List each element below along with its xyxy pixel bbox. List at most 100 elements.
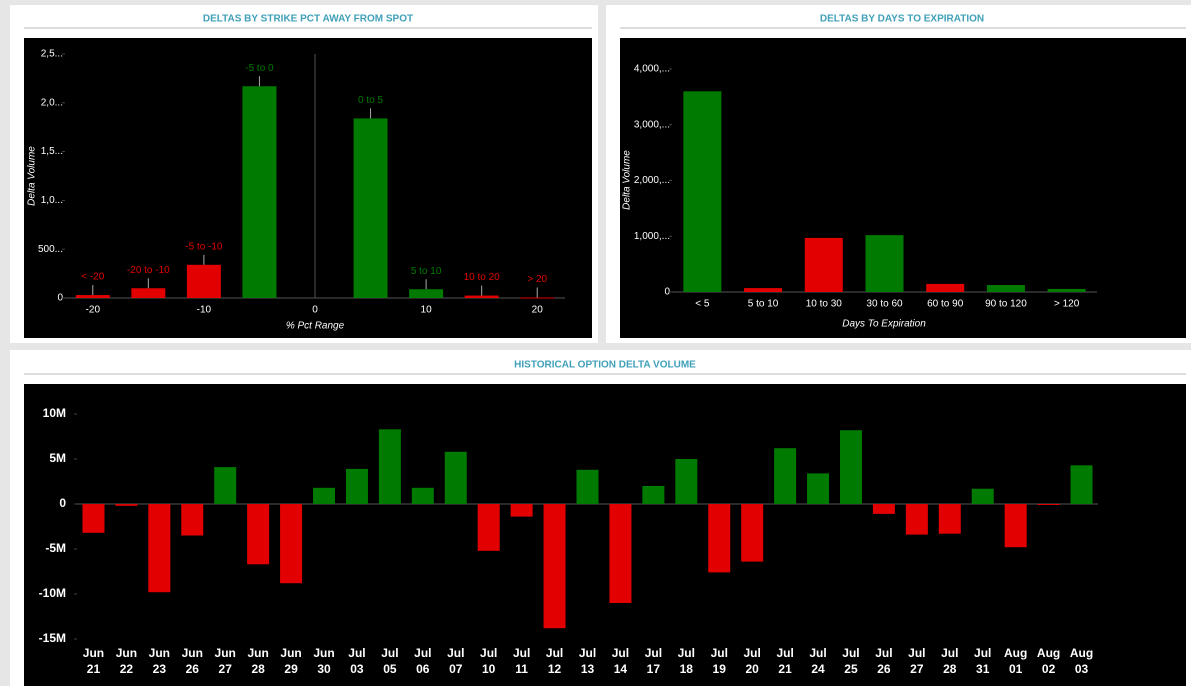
x-tick-label: > 120	[1054, 299, 1080, 310]
bar	[353, 118, 388, 298]
bar-label: < -20	[81, 272, 105, 283]
x-tick-label: 10 to 30	[806, 299, 843, 310]
bar	[708, 504, 731, 573]
x-tick-label: Jun 27	[214, 646, 236, 676]
x-tick-label: Jun 30	[313, 646, 335, 676]
bar	[477, 504, 500, 551]
bar	[807, 473, 830, 504]
bar	[905, 504, 928, 535]
x-tick-label: 90 to 120	[985, 299, 1027, 310]
bar	[148, 504, 171, 593]
x-tick-label: 0	[312, 305, 318, 316]
x-tick-label: Jul 14	[611, 646, 630, 676]
x-tick-label: 10	[421, 305, 433, 316]
x-tick-label: Jul 05	[381, 646, 399, 676]
y-axis-label: Delta Volume	[622, 150, 633, 210]
y-tick-label: 2,000,...	[634, 175, 670, 186]
bar-label: -5 to 0	[245, 63, 274, 74]
bar	[642, 486, 665, 504]
x-tick-label: Jul 20	[743, 646, 761, 676]
x-tick-label: Aug 03	[1069, 646, 1094, 676]
bar	[214, 467, 237, 504]
x-tick-label: Jul 11	[512, 646, 531, 676]
bar	[683, 91, 722, 292]
y-tick-label: 2,0...	[41, 97, 63, 108]
y-tick-label: 3,000,...	[634, 119, 670, 130]
bar	[543, 504, 566, 629]
bar	[464, 295, 499, 298]
x-tick-label: Jul 24	[809, 646, 827, 676]
x-tick-label: Jul 12	[545, 646, 564, 676]
bar	[82, 504, 105, 533]
x-tick-label: Jun 28	[247, 646, 269, 676]
x-tick-label: Aug 01	[1003, 646, 1028, 676]
bar	[345, 468, 368, 504]
bar	[675, 459, 698, 504]
x-tick-label: Jun 22	[115, 646, 138, 676]
bar	[411, 487, 434, 504]
x-tick-label: Jul 10	[480, 646, 498, 676]
bar	[609, 504, 632, 603]
y-tick-label: -10M	[39, 586, 66, 600]
chart-title: DELTAS BY DAYS TO EXPIRATION	[820, 14, 984, 25]
bar	[1004, 504, 1027, 548]
x-tick-label: 60 to 90	[927, 299, 964, 310]
bar	[313, 487, 336, 504]
y-tick-label: 4,000,...	[634, 64, 670, 75]
y-axis-label: Delta Volume	[27, 146, 38, 206]
bar	[804, 237, 843, 292]
bar	[115, 504, 138, 506]
y-tick-label: 1,5...	[41, 146, 63, 157]
bar	[247, 504, 270, 565]
x-tick-label: Jul 13	[578, 646, 597, 676]
bar-label: -20 to -10	[127, 265, 170, 276]
x-tick-label: 5 to 10	[748, 299, 779, 310]
bar	[1047, 288, 1086, 292]
x-tick-label: Jul 19	[710, 646, 728, 676]
bar	[872, 504, 895, 514]
bar	[839, 430, 862, 504]
bar	[181, 504, 204, 536]
x-tick-label: Aug 02	[1036, 646, 1061, 676]
bar	[378, 429, 401, 504]
bar-label: 5 to 10	[411, 266, 442, 277]
bar	[744, 288, 783, 292]
x-tick-label: 20	[532, 305, 544, 316]
bar	[186, 264, 221, 298]
bar-label: 0 to 5	[358, 95, 383, 106]
y-tick-label: 10M	[43, 406, 66, 420]
y-tick-label: 1,000,...	[634, 231, 670, 242]
x-tick-label: < 5	[695, 299, 710, 310]
x-tick-label: Jul 27	[908, 646, 926, 676]
plot-bg	[24, 384, 1186, 686]
y-tick-label: 5M	[49, 451, 66, 465]
x-tick-label: Jul 26	[875, 646, 893, 676]
x-tick-label: Jul 28	[941, 646, 959, 676]
y-tick-label: -5M	[45, 541, 66, 555]
x-tick-label: 30 to 60	[866, 299, 903, 310]
y-tick-label: -15M	[39, 631, 66, 645]
x-tick-label: Jul 25	[842, 646, 860, 676]
x-tick-label: -20	[86, 305, 101, 316]
bar	[774, 448, 797, 504]
bar	[986, 285, 1025, 292]
bar	[280, 504, 303, 584]
x-tick-label: Jul 06	[414, 646, 432, 676]
y-tick-label: 500...	[38, 244, 63, 255]
bar	[242, 86, 277, 298]
bar	[576, 469, 599, 504]
chart-title: DELTAS BY STRIKE PCT AWAY FROM SPOT	[203, 14, 413, 25]
x-tick-label: Jul 17	[644, 646, 663, 676]
bar	[1037, 504, 1060, 505]
x-tick-label: Jul 31	[974, 646, 992, 676]
bar	[971, 488, 994, 504]
x-tick-label: Jun 26	[181, 646, 203, 676]
bar-label: -5 to -10	[185, 241, 223, 252]
x-tick-label: Jun 23	[148, 646, 170, 676]
x-axis-label: Days To Expiration	[842, 319, 926, 330]
x-tick-label: -10	[197, 305, 212, 316]
x-tick-label: Jul 03	[348, 646, 366, 676]
bar	[409, 289, 444, 298]
bar	[520, 297, 555, 299]
y-tick-label: 0	[59, 496, 66, 510]
